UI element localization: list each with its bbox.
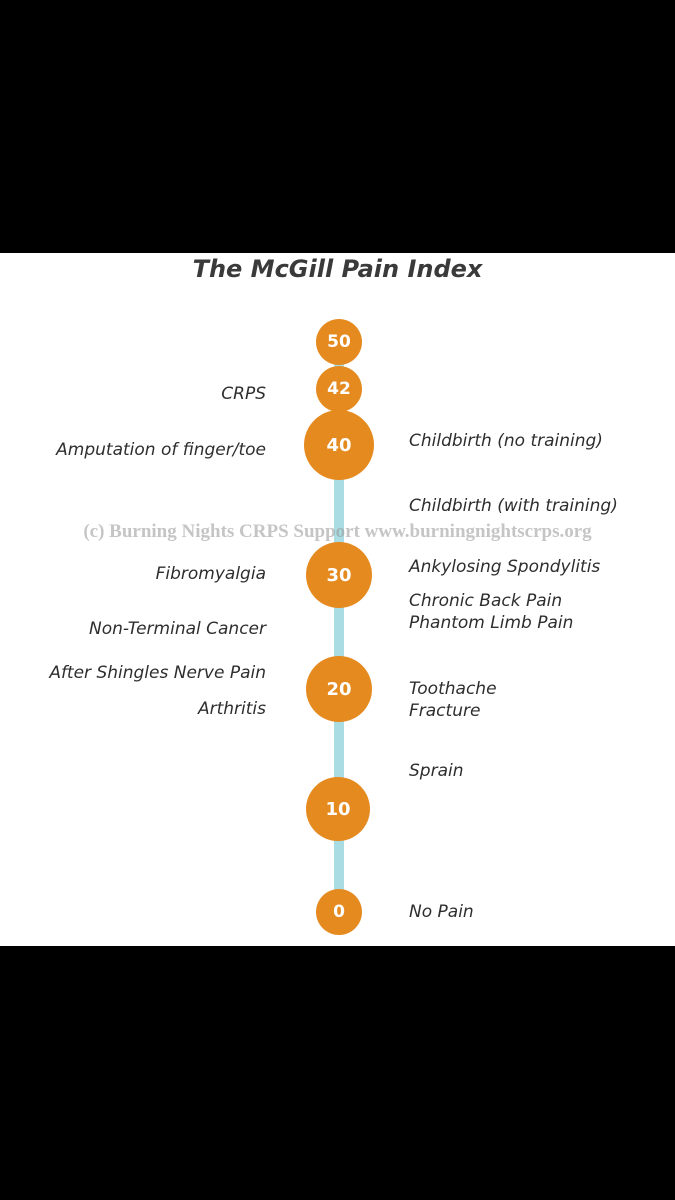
label-childbirth-no-training: Childbirth (no training) — [409, 431, 603, 451]
label-fibromyalgia: Fibromyalgia — [155, 564, 266, 584]
label-toothache: Toothache — [409, 679, 497, 699]
label-chronic-back-pain: Chronic Back Pain — [409, 591, 563, 611]
page-title: The McGill Pain Index — [192, 255, 483, 283]
label-fracture: Fracture — [409, 701, 481, 721]
score-node-0: 0 — [316, 889, 362, 935]
label-shingles-nerve-pain: After Shingles Nerve Pain — [49, 663, 266, 683]
score-node-30: 30 — [306, 542, 372, 608]
watermark-text: (c) Burning Nights CRPS Support www.burn… — [83, 521, 592, 542]
score-node-20: 20 — [306, 656, 372, 722]
label-arthritis: Arthritis — [197, 699, 266, 719]
score-node-10: 10 — [306, 777, 370, 841]
label-amputation: Amputation of finger/toe — [56, 440, 266, 460]
label-non-terminal-cancer: Non-Terminal Cancer — [89, 619, 266, 639]
label-no-pain: No Pain — [409, 902, 474, 922]
label-crps: CRPS — [221, 384, 266, 404]
scale-axis-line — [334, 341, 344, 911]
pain-index-panel: The McGill Pain Index 50 42 40 30 20 10 … — [0, 253, 675, 946]
score-node-50: 50 — [316, 319, 362, 365]
label-sprain: Sprain — [409, 761, 464, 781]
label-childbirth-with-training: Childbirth (with training) — [409, 496, 618, 516]
label-ankylosing-spondylitis: Ankylosing Spondylitis — [409, 557, 601, 577]
label-phantom-limb-pain: Phantom Limb Pain — [409, 613, 574, 633]
score-node-42: 42 — [316, 366, 362, 412]
score-node-40: 40 — [304, 410, 374, 480]
